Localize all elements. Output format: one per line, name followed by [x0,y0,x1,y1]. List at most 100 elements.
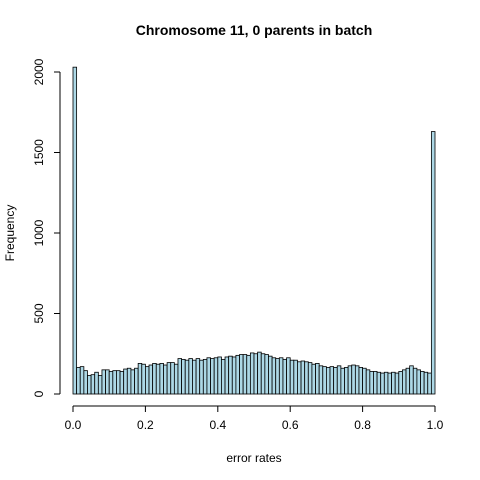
histogram-bar [322,366,327,395]
histogram-bar [213,357,219,395]
histogram-bar [159,363,164,395]
histogram-bar [268,355,273,395]
histogram-bar [130,369,135,395]
histogram-bar [163,364,168,395]
histogram-bar [228,355,233,395]
histogram-bar [376,371,382,395]
x-axis-label: error rates [226,451,281,465]
histogram-bar [181,358,186,395]
histogram-bar [391,371,396,395]
histogram-bar [144,366,150,395]
histogram-bar [199,359,204,395]
histogram-bar [123,368,128,395]
histogram-bar [387,372,392,395]
x-tick-label: 0.8 [354,418,371,432]
histogram-bar [97,375,103,395]
histogram-bar [293,359,298,395]
histogram-bar [188,358,193,395]
histogram-bar [210,358,215,395]
histogram-bar [307,362,313,395]
histogram-bar [282,358,287,395]
histogram-bar [173,363,179,395]
y-axis-label: Frequency [3,205,17,262]
histogram-bar [137,363,143,395]
histogram-bar [423,371,429,395]
histogram-bar [383,371,389,395]
y-tick-label: 0 [32,390,46,397]
histogram-bar [83,370,88,395]
histogram-bar [253,353,259,395]
histogram-bar [119,371,125,395]
histogram-bar [116,370,121,395]
histogram-bar [405,367,411,395]
histogram-bar [221,358,226,395]
histogram-bar [373,371,378,395]
histogram-bar [271,357,277,395]
histogram-bar [105,369,110,395]
histogram-bar [344,367,349,395]
y-tick-label: 1500 [32,139,46,166]
histogram-bar [101,369,106,395]
histogram-bar [289,359,295,395]
x-tick-label: 1.0 [427,418,444,432]
histogram-bar [340,367,345,395]
chart-title: Chromosome 11, 0 parents in batch [136,22,373,38]
x-tick-label: 0.4 [209,418,226,432]
histogram-bar [94,371,99,395]
histogram-bar [365,369,371,395]
histogram-bar [402,369,407,395]
histogram-bar [192,359,197,395]
histogram-bar [202,358,208,395]
histogram-bar [304,361,309,395]
x-tick-label: 0.2 [137,418,154,432]
histogram-bar [412,367,418,395]
histogram-bar [394,372,400,395]
histogram-bar [427,372,432,395]
histogram-bar [318,365,324,395]
histogram-bar [300,360,306,395]
histogram-bar [315,363,320,395]
histogram-bar [275,358,280,395]
histogram-bar [278,357,284,395]
x-axis: 0.0 0.2 0.4 0.6 0.8 1.0 [65,405,444,432]
bars-group [72,66,436,395]
histogram-bar [72,66,78,395]
histogram-bar [329,366,335,395]
histogram-bar [347,365,353,395]
histogram-bar [217,356,222,395]
histogram-bar [249,352,255,395]
histogram-bar [108,371,114,395]
y-axis: 0 500 1000 1500 2000 [32,58,61,397]
histogram-bar [231,356,237,395]
x-tick-label: 0.0 [65,418,82,432]
histogram-bar [141,363,146,395]
histogram-bar [297,361,302,395]
histogram-bar [398,371,403,395]
histogram-bar [126,367,132,395]
histogram-bar [224,356,230,395]
histogram-bar [155,363,161,395]
y-tick-label: 1000 [32,219,46,246]
histogram-bar [112,370,117,395]
histogram-bar [336,365,342,395]
histogram-bar [369,371,374,395]
histogram-bar [148,364,154,395]
histogram-bar [264,354,269,395]
histogram-bar [152,363,157,395]
histogram-bar [420,371,425,395]
histogram-bar [430,131,436,395]
histogram-bar [195,358,201,395]
histogram-bar [134,367,139,395]
histogram-bar [206,357,211,395]
histogram-bar [286,357,291,395]
x-tick-label: 0.6 [282,418,299,432]
histogram-bar [170,362,175,395]
histogram-bar [235,354,240,395]
histogram-bar [354,365,360,395]
histogram-bar [325,367,331,395]
histogram-bar [358,367,364,395]
histogram-bar [246,354,251,395]
histogram-bar [351,364,356,395]
